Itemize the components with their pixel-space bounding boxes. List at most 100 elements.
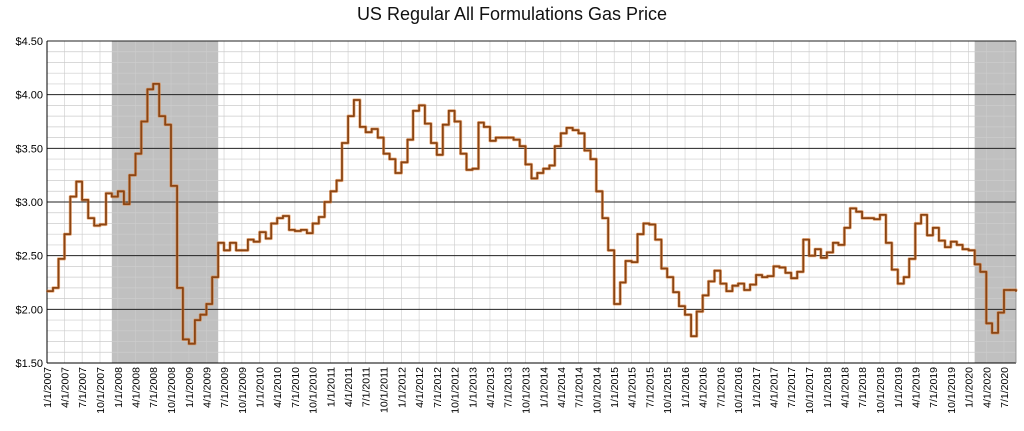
data-point bbox=[843, 226, 846, 229]
data-point bbox=[123, 203, 125, 206]
data-point bbox=[146, 88, 149, 91]
data-point bbox=[949, 240, 952, 243]
data-point bbox=[577, 132, 580, 135]
x-tick-label: 10/1/2018 bbox=[875, 367, 887, 414]
data-point bbox=[873, 218, 875, 221]
data-point bbox=[979, 270, 982, 273]
data-point bbox=[294, 230, 296, 232]
data-point bbox=[477, 121, 480, 124]
y-tick-label: $3.50 bbox=[15, 143, 43, 155]
data-point bbox=[430, 142, 432, 144]
data-point bbox=[81, 199, 83, 201]
data-point bbox=[778, 266, 781, 269]
x-tick-label: 7/1/2016 bbox=[715, 367, 727, 408]
data-point bbox=[353, 99, 355, 101]
data-point bbox=[75, 180, 78, 183]
data-point bbox=[182, 338, 184, 341]
x-tick-label: 4/1/2017 bbox=[769, 367, 781, 408]
x-tick-label: 10/1/2009 bbox=[237, 367, 249, 414]
data-point bbox=[400, 161, 403, 164]
data-point bbox=[619, 281, 622, 284]
data-point bbox=[341, 142, 343, 144]
x-tick-label: 4/1/2020 bbox=[981, 367, 993, 408]
data-point bbox=[855, 210, 858, 213]
data-point bbox=[737, 282, 740, 285]
x-tick-label: 1/1/2013 bbox=[467, 367, 479, 408]
x-tick-label: 7/1/2011 bbox=[361, 367, 373, 407]
data-point bbox=[642, 222, 645, 225]
data-point bbox=[707, 280, 710, 283]
data-point bbox=[678, 305, 680, 307]
data-point bbox=[660, 267, 663, 270]
y-tick-label: $3.00 bbox=[15, 197, 43, 209]
x-tick-label: 1/1/2018 bbox=[822, 367, 834, 408]
data-point bbox=[418, 104, 420, 107]
data-point bbox=[890, 268, 893, 271]
data-point bbox=[258, 231, 261, 234]
data-point bbox=[991, 332, 993, 334]
data-point bbox=[784, 271, 787, 274]
data-point bbox=[134, 152, 137, 155]
data-point bbox=[1003, 289, 1005, 291]
data-point bbox=[494, 136, 497, 139]
data-point bbox=[985, 322, 988, 325]
data-point bbox=[370, 128, 373, 130]
x-tick-label: 4/1/2010 bbox=[272, 367, 284, 408]
x-tick-label: 10/1/2008 bbox=[166, 367, 178, 414]
x-tick-label: 7/1/2010 bbox=[290, 367, 302, 408]
data-point bbox=[559, 132, 562, 135]
data-point bbox=[311, 222, 314, 225]
data-point bbox=[506, 136, 509, 139]
data-point bbox=[441, 123, 444, 126]
data-point bbox=[288, 229, 290, 231]
data-point bbox=[394, 172, 397, 174]
data-point bbox=[920, 214, 922, 216]
x-tick-label: 1/1/2016 bbox=[680, 367, 692, 408]
x-tick-label: 7/1/2020 bbox=[999, 367, 1011, 408]
data-point bbox=[731, 284, 734, 287]
data-point bbox=[194, 319, 196, 321]
data-point bbox=[973, 263, 976, 266]
x-tick-label: 1/1/2014 bbox=[538, 367, 550, 408]
data-point bbox=[176, 287, 179, 289]
data-point bbox=[329, 190, 332, 193]
data-point bbox=[300, 229, 302, 231]
x-tick-label: 4/1/2009 bbox=[201, 367, 213, 408]
y-tick-label: $4.50 bbox=[15, 36, 43, 48]
x-tick-label: 1/1/2008 bbox=[113, 367, 125, 408]
x-tick-label: 4/1/2013 bbox=[485, 367, 497, 408]
data-point bbox=[571, 129, 574, 132]
data-point bbox=[1009, 289, 1011, 291]
data-point bbox=[832, 241, 834, 244]
data-point bbox=[766, 275, 769, 277]
x-tick-label: 7/1/2008 bbox=[148, 367, 160, 408]
data-point bbox=[595, 190, 598, 193]
x-tick-label: 10/1/2015 bbox=[662, 367, 674, 414]
data-point bbox=[902, 276, 905, 278]
data-point bbox=[388, 158, 391, 161]
data-point bbox=[188, 342, 190, 345]
data-point bbox=[624, 260, 627, 262]
data-point bbox=[601, 217, 604, 220]
x-tick-label: 7/1/2009 bbox=[219, 367, 231, 408]
data-point bbox=[512, 138, 515, 141]
x-tick-label: 4/1/2011 bbox=[343, 367, 355, 407]
data-point bbox=[471, 167, 474, 170]
data-point bbox=[264, 237, 267, 240]
x-tick-label: 4/1/2018 bbox=[839, 367, 851, 408]
data-point bbox=[223, 249, 225, 252]
x-tick-label: 10/1/2013 bbox=[520, 367, 532, 414]
data-point bbox=[323, 201, 326, 203]
data-point bbox=[1015, 290, 1017, 292]
data-point bbox=[967, 249, 970, 252]
data-point bbox=[761, 276, 763, 278]
data-point bbox=[772, 265, 775, 268]
data-point bbox=[926, 234, 928, 237]
data-point bbox=[453, 120, 456, 123]
data-point bbox=[820, 256, 822, 259]
x-tick-label: 4/1/2014 bbox=[556, 367, 568, 408]
x-tick-label: 10/1/2012 bbox=[450, 367, 462, 414]
data-point bbox=[270, 222, 273, 225]
data-point bbox=[755, 274, 757, 276]
data-point bbox=[885, 241, 887, 244]
